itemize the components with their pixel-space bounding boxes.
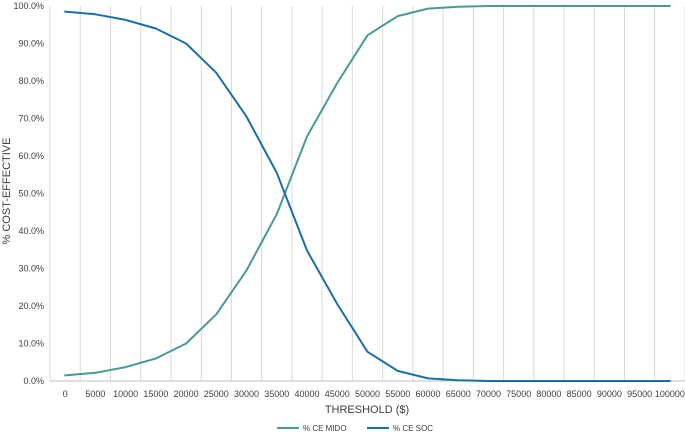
y-axis-title: % COST-EFFECTIVE xyxy=(1,138,13,245)
y-tick-label: 60.0% xyxy=(18,151,44,161)
x-tick-label: 60000 xyxy=(415,389,440,399)
x-tick-label: 50000 xyxy=(355,389,380,399)
x-tick-label: 70000 xyxy=(476,389,501,399)
legend-label: % CE MIDO xyxy=(303,424,347,433)
y-tick-label: 40.0% xyxy=(18,226,44,236)
legend-label: % CE SOC xyxy=(393,424,433,433)
legend: % CE MIDO % CE SOC xyxy=(277,424,433,433)
x-tick-label: 5000 xyxy=(85,389,105,399)
y-tick-label: 100.0% xyxy=(13,1,44,11)
x-tick-label: 75000 xyxy=(506,389,531,399)
x-tick-label: 20000 xyxy=(174,389,199,399)
x-tick-label: 30000 xyxy=(234,389,259,399)
y-tick-label: 20.0% xyxy=(18,301,44,311)
x-tick-label: 35000 xyxy=(264,389,289,399)
x-tick-label: 45000 xyxy=(325,389,350,399)
y-tick-label: 90.0% xyxy=(18,39,44,49)
y-tick-label: 10.0% xyxy=(18,339,44,349)
tick-labels: 0.0% 10.0% 20.0% 30.0% 40.0% 50.0% 60.0% 70.0% 8… xyxy=(13,1,684,399)
x-tick-label: 15000 xyxy=(143,389,168,399)
y-tick-label: 80.0% xyxy=(18,76,44,86)
x-tick-label: 10000 xyxy=(113,389,138,399)
x-tick-label: 65000 xyxy=(446,389,471,399)
y-tick-label: 0.0% xyxy=(23,376,44,386)
y-tick-label: 50.0% xyxy=(18,189,44,199)
x-tick-label: 40000 xyxy=(295,389,320,399)
x-tick-label: 55000 xyxy=(385,389,410,399)
series-line xyxy=(64,5,671,377)
x-tick-label: 0 xyxy=(63,389,68,399)
series-line xyxy=(64,10,671,382)
y-tick-label: 30.0% xyxy=(18,264,44,274)
x-tick-label: 85000 xyxy=(567,389,592,399)
x-tick-label: 25000 xyxy=(204,389,229,399)
x-tick-label: 90000 xyxy=(597,389,622,399)
x-tick-label: 80000 xyxy=(536,389,561,399)
gridlines xyxy=(49,6,685,381)
x-axis-title: THRESHOLD ($) xyxy=(325,404,409,416)
x-tick-label: 95000 xyxy=(627,389,652,399)
series-lines xyxy=(64,5,671,382)
x-tick-label: 100000 xyxy=(655,389,685,399)
y-tick-label: 70.0% xyxy=(18,114,44,124)
